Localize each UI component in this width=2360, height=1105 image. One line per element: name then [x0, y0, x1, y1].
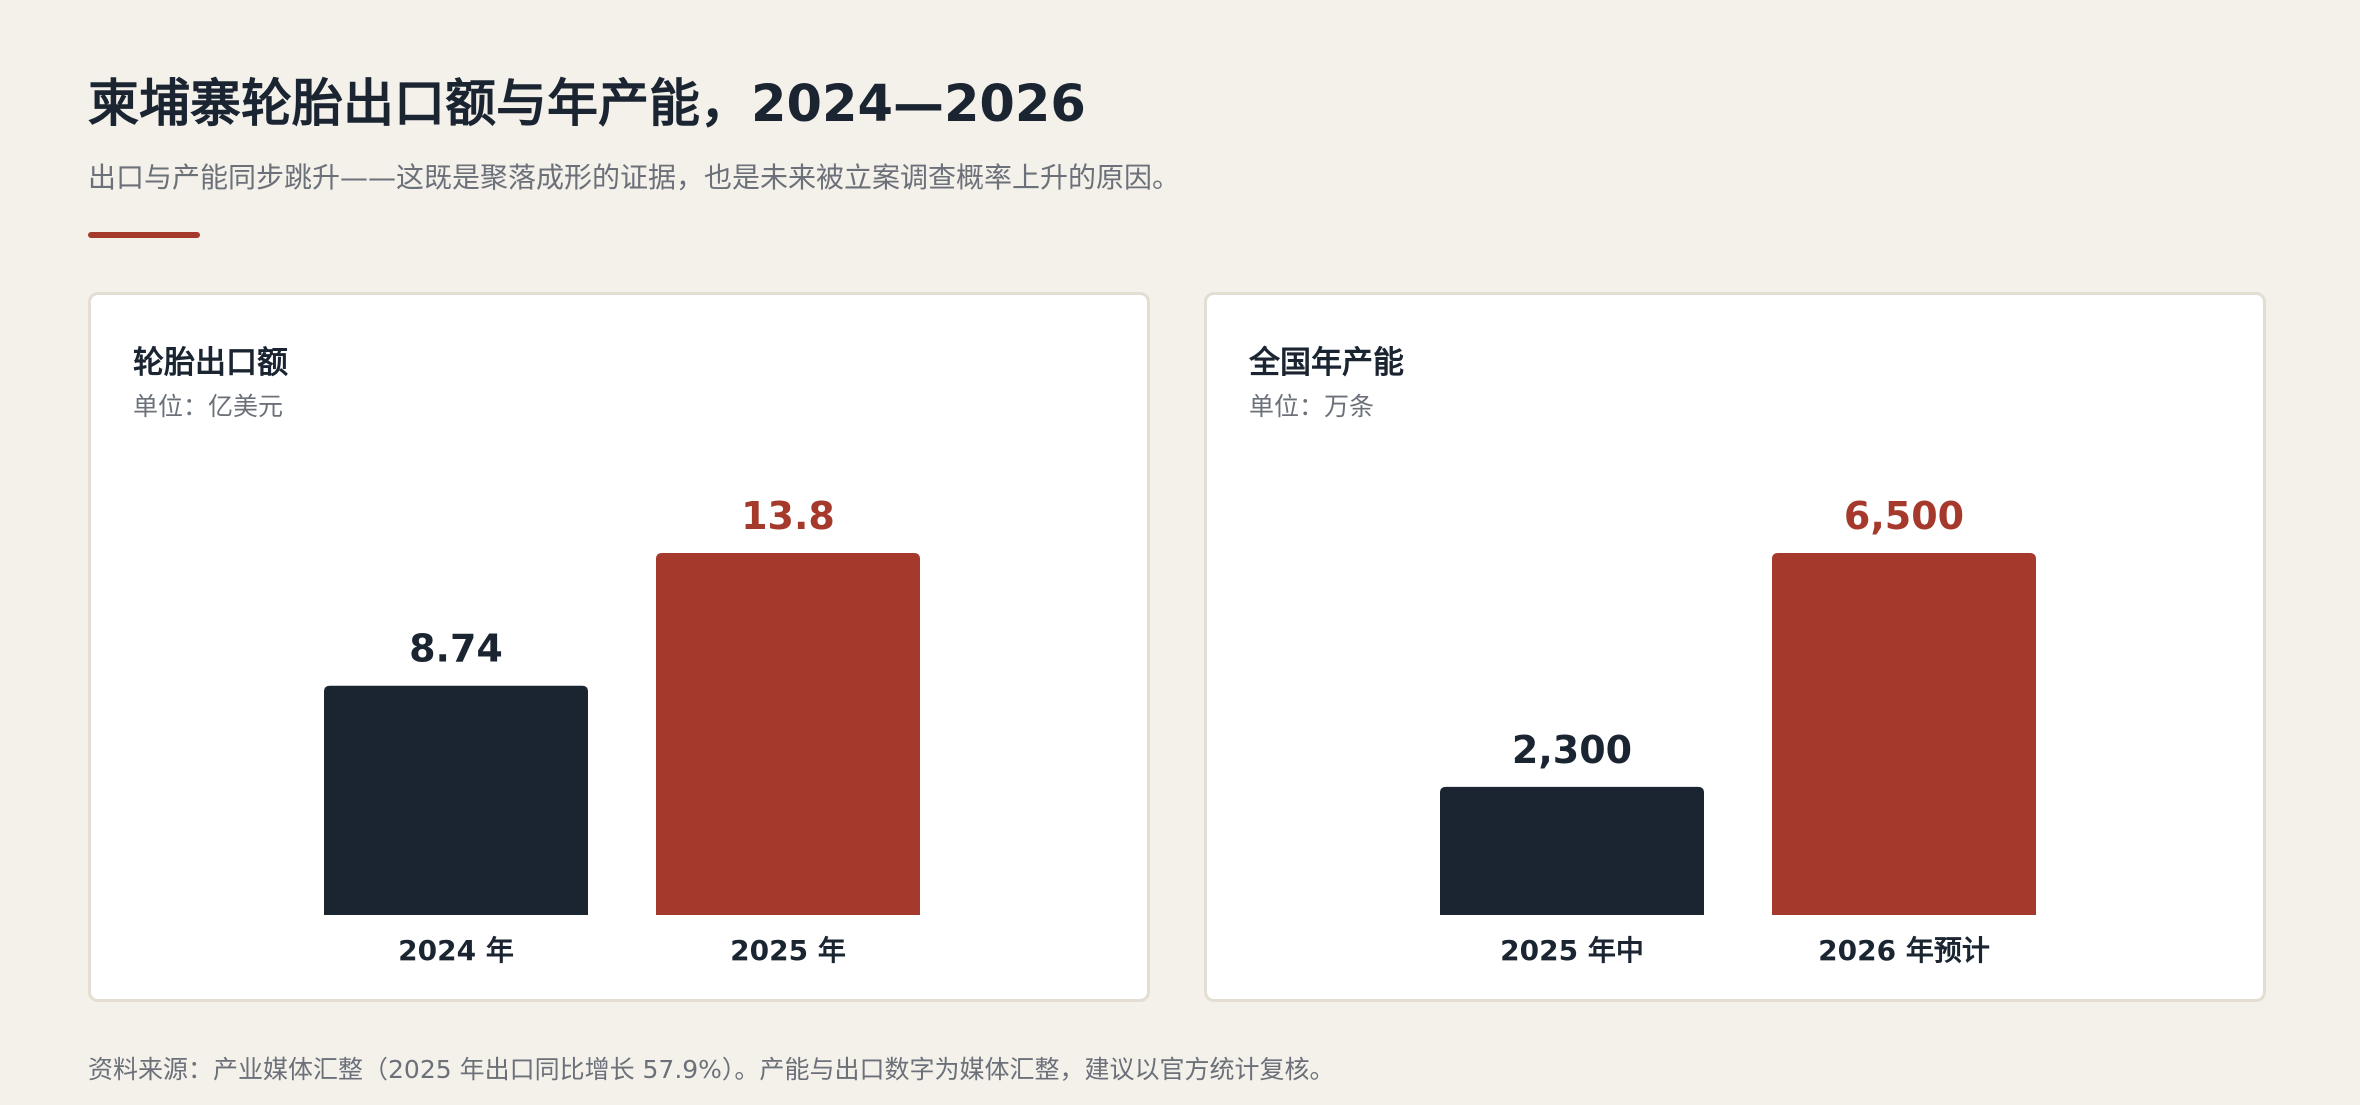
source-note: 资料来源：产业媒体汇整（2025 年出口同比增长 57.9%）。产能与出口数字为… [88, 1055, 1335, 1084]
page-subtitle: 出口与产能同步跳升——这既是聚落成形的证据，也是未来被立案调查概率上升的原因。 [88, 161, 1181, 194]
bar-1 [324, 685, 588, 915]
category-label: 2025 年中 [1500, 934, 1644, 967]
panel-unit: 单位：万条 [1249, 392, 1375, 421]
category-label: 2026 年预计 [1818, 934, 1990, 967]
category-label: 2025 年 [730, 934, 846, 967]
panel-unit: 单位：亿美元 [133, 392, 284, 421]
value-label: 6,500 [1844, 494, 1964, 538]
panel-title: 全国年产能 [1249, 345, 1404, 381]
capacity-panel: 全国年产能 单位：万条 2,300 2025 年中 6,500 2026 年预计 [1204, 292, 2266, 1002]
panel-title: 轮胎出口额 [133, 345, 288, 381]
value-label: 8.74 [409, 627, 503, 671]
bar-1 [1440, 786, 1704, 915]
value-label: 2,300 [1512, 728, 1632, 772]
accent-rule [88, 232, 200, 238]
bar-2 [656, 553, 920, 915]
export-value-panel: 轮胎出口额 单位：亿美元 8.74 2024 年 13.8 2025 年 [88, 292, 1150, 1002]
category-label: 2024 年 [398, 934, 514, 967]
bar-2 [1772, 553, 2036, 915]
value-label: 13.8 [741, 494, 835, 538]
capacity-chart: 2,300 2025 年中 6,500 2026 年预计 [1440, 494, 2036, 967]
page-title: 柬埔寨轮胎出口额与年产能，2024—2026 [88, 75, 1086, 134]
export-value-chart: 8.74 2024 年 13.8 2025 年 [324, 494, 920, 967]
